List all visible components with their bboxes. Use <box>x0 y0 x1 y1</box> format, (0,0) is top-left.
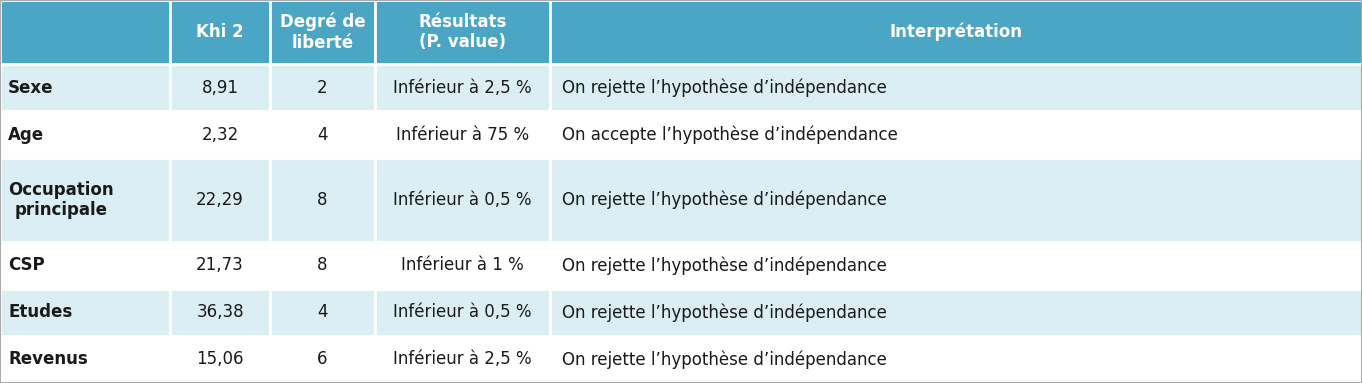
Text: On rejette l’hypothèse d’indépendance: On rejette l’hypothèse d’indépendance <box>563 191 887 209</box>
Bar <box>0 0 170 64</box>
Bar <box>375 158 550 242</box>
Bar <box>270 111 375 158</box>
Text: Age: Age <box>8 126 44 144</box>
Bar <box>550 336 1362 383</box>
Text: Sexe: Sexe <box>8 79 53 97</box>
Bar <box>270 289 375 336</box>
Text: Inférieur à 75 %: Inférieur à 75 % <box>396 126 528 144</box>
Text: Khi 2: Khi 2 <box>196 23 244 41</box>
Text: 8,91: 8,91 <box>202 79 238 97</box>
Text: Degré de
liberté: Degré de liberté <box>279 12 365 52</box>
Bar <box>550 111 1362 158</box>
Text: 8: 8 <box>317 191 328 209</box>
Text: Résultats
(P. value): Résultats (P. value) <box>418 13 507 51</box>
Text: Inférieur à 0,5 %: Inférieur à 0,5 % <box>394 303 531 321</box>
Text: Inférieur à 0,5 %: Inférieur à 0,5 % <box>394 191 531 209</box>
Text: On rejette l’hypothèse d’indépendance: On rejette l’hypothèse d’indépendance <box>563 79 887 97</box>
Bar <box>0 64 170 111</box>
Bar <box>550 242 1362 289</box>
Bar <box>550 64 1362 111</box>
Bar <box>0 242 170 289</box>
Bar <box>270 242 375 289</box>
Text: Inférieur à 1 %: Inférieur à 1 % <box>402 256 524 274</box>
Bar <box>375 289 550 336</box>
Bar <box>170 289 270 336</box>
Bar <box>170 158 270 242</box>
Text: 8: 8 <box>317 256 328 274</box>
Bar <box>0 158 170 242</box>
Text: Occupation
principale: Occupation principale <box>8 181 113 219</box>
Text: Inférieur à 2,5 %: Inférieur à 2,5 % <box>394 79 531 97</box>
Text: 6: 6 <box>317 350 328 368</box>
Bar <box>375 0 550 64</box>
Text: 36,38: 36,38 <box>196 303 244 321</box>
Bar <box>270 158 375 242</box>
Text: On rejette l’hypothèse d’indépendance: On rejette l’hypothèse d’indépendance <box>563 350 887 369</box>
Text: 2,32: 2,32 <box>202 126 238 144</box>
Bar <box>270 0 375 64</box>
Text: 15,06: 15,06 <box>196 350 244 368</box>
Text: 22,29: 22,29 <box>196 191 244 209</box>
Text: On rejette l’hypothèse d’indépendance: On rejette l’hypothèse d’indépendance <box>563 256 887 275</box>
Bar <box>0 111 170 158</box>
Bar <box>170 336 270 383</box>
Text: 2: 2 <box>317 79 328 97</box>
Bar <box>270 64 375 111</box>
Text: Inférieur à 2,5 %: Inférieur à 2,5 % <box>394 350 531 368</box>
Bar <box>170 111 270 158</box>
Text: CSP: CSP <box>8 256 45 274</box>
Bar <box>375 336 550 383</box>
Bar <box>270 336 375 383</box>
Text: 4: 4 <box>317 303 328 321</box>
Bar <box>550 289 1362 336</box>
Bar <box>375 242 550 289</box>
Text: On rejette l’hypothèse d’indépendance: On rejette l’hypothèse d’indépendance <box>563 303 887 322</box>
Bar <box>550 0 1362 64</box>
Bar <box>375 111 550 158</box>
Text: Revenus: Revenus <box>8 350 87 368</box>
Bar <box>170 242 270 289</box>
Bar <box>0 289 170 336</box>
Text: Interprétation: Interprétation <box>889 23 1023 41</box>
Text: Etudes: Etudes <box>8 303 72 321</box>
Bar <box>550 158 1362 242</box>
Text: On accepte l’hypothèse d’indépendance: On accepte l’hypothèse d’indépendance <box>563 126 898 144</box>
Bar <box>375 64 550 111</box>
Bar <box>170 0 270 64</box>
Text: 21,73: 21,73 <box>196 256 244 274</box>
Text: 4: 4 <box>317 126 328 144</box>
Bar <box>0 336 170 383</box>
Bar <box>170 64 270 111</box>
